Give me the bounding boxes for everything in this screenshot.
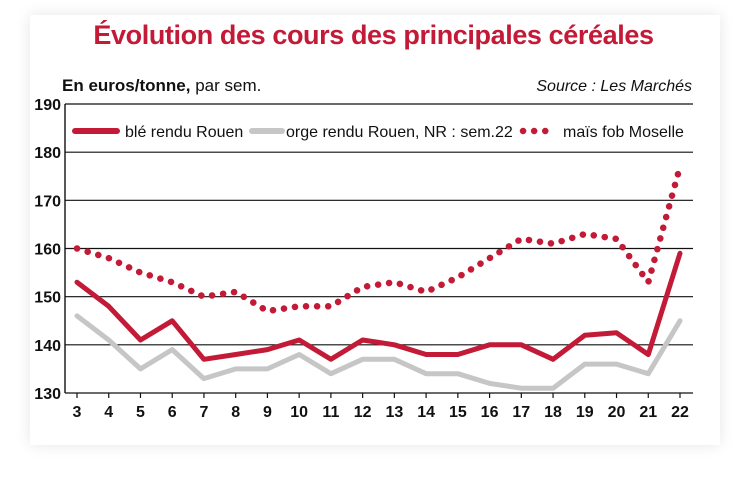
y-tick-label: 150	[34, 290, 61, 307]
y-tick-label: 190	[34, 97, 61, 114]
chart-card	[30, 15, 720, 445]
legend-label-1: orge rendu Rouen, NR : sem.22	[286, 124, 513, 141]
x-tick-label: 7	[199, 404, 208, 421]
x-tick-label: 9	[263, 404, 272, 421]
x-tick-label: 8	[231, 404, 240, 421]
series-line-1	[74, 313, 683, 391]
y-tick-label: 160	[34, 242, 61, 259]
y-tick-label: 130	[34, 386, 61, 403]
x-tick-label: 22	[671, 404, 689, 421]
x-tick-label: 14	[417, 404, 435, 421]
legend-background	[67, 117, 691, 145]
x-tick-label: 6	[168, 404, 177, 421]
x-tick-label: 20	[608, 404, 626, 421]
x-tick-label: 10	[290, 404, 308, 421]
y-tick-label: 180	[34, 145, 61, 162]
unit-label: En euros/tonne, par sem.	[62, 76, 261, 96]
x-tick-label: 13	[385, 404, 403, 421]
series-line-0	[74, 250, 683, 362]
y-tick-label: 140	[34, 338, 61, 355]
y-tick-label: 170	[34, 193, 61, 210]
x-tick-label: 16	[481, 404, 499, 421]
x-tick-label: 17	[512, 404, 530, 421]
x-tick-label: 12	[354, 404, 372, 421]
legend-label-0: blé rendu Rouen	[125, 124, 243, 141]
x-tick-label: 18	[544, 404, 562, 421]
x-tick-label: 4	[104, 404, 113, 421]
unit-label-bold: En euros/tonne,	[62, 76, 191, 95]
series-line-2	[73, 163, 684, 315]
source-label: Source : Les Marchés	[536, 78, 692, 95]
x-tick-label: 19	[576, 404, 594, 421]
x-tick-label: 21	[639, 404, 657, 421]
x-tick-label: 3	[73, 404, 82, 421]
legend-label-2: maïs fob Moselle	[563, 124, 684, 141]
unit-label-rest: par sem.	[190, 76, 262, 95]
x-tick-label: 5	[136, 404, 145, 421]
x-tick-label: 11	[322, 404, 339, 421]
chart-title: Évolution des cours des principales céré…	[93, 20, 654, 50]
x-tick-label: 15	[449, 404, 467, 421]
